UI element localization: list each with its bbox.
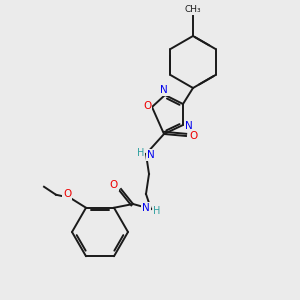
- Text: N: N: [160, 85, 168, 95]
- Text: H: H: [153, 206, 161, 216]
- Text: O: O: [63, 189, 71, 199]
- Text: O: O: [110, 180, 118, 190]
- Text: N: N: [185, 121, 193, 131]
- Text: N: N: [147, 150, 155, 160]
- Text: O: O: [143, 101, 151, 111]
- Text: H: H: [137, 148, 145, 158]
- Text: O: O: [189, 131, 197, 141]
- Text: N: N: [142, 203, 150, 213]
- Text: CH₃: CH₃: [185, 5, 201, 14]
